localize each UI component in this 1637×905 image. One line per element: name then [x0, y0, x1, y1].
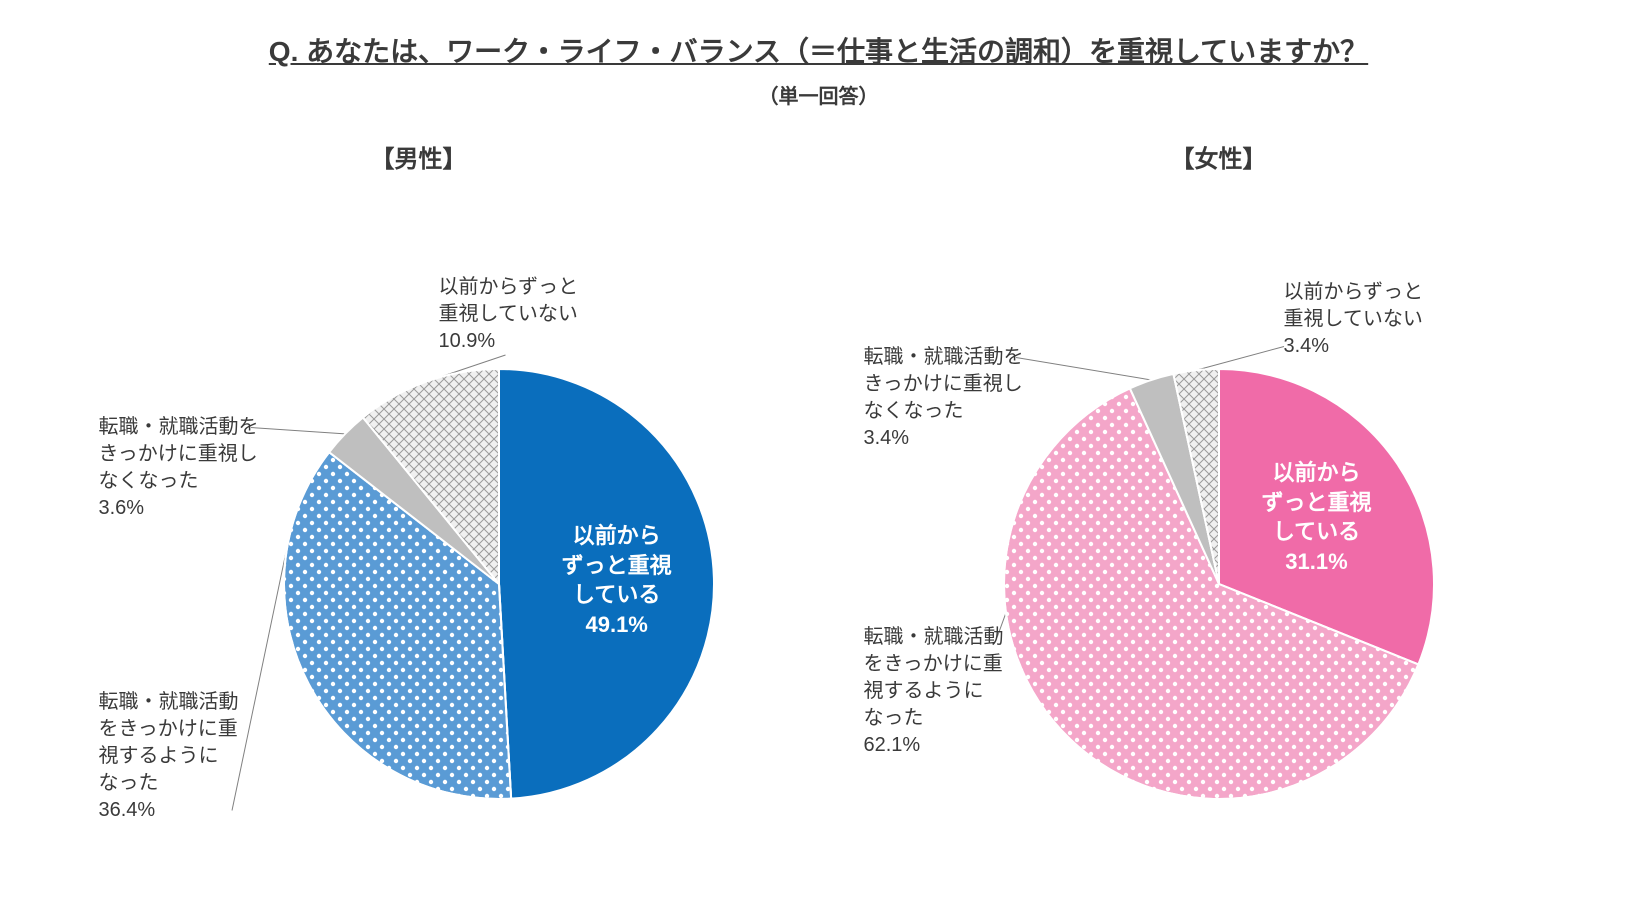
- leader-line: [251, 428, 345, 434]
- charts-row: 【男性】以前から ずっと重視 している 49.1%転職・就職活動 をきっかけに重…: [0, 139, 1637, 824]
- question-subtitle: （単一回答）: [0, 80, 1637, 109]
- chart-group-title: 【女性】: [1171, 139, 1267, 174]
- pie-chart: [899, 184, 1539, 824]
- leader-line: [1016, 358, 1151, 380]
- chart-group-title: 【男性】: [371, 139, 467, 174]
- pie-chart: [99, 184, 739, 824]
- pie-wrap: 以前から ずっと重視 している 31.1%転職・就職活動 をきっかけに重 視する…: [899, 184, 1539, 824]
- pie-wrap: 以前から ずっと重視 している 49.1%転職・就職活動 をきっかけに重 視する…: [99, 184, 739, 824]
- question-title: Q. あなたは、ワーク・ライフ・バランス（＝仕事と生活の調和）を重視していますか…: [0, 30, 1637, 70]
- chart-block: 【女性】以前から ずっと重視 している 31.1%転職・就職活動 をきっかけに重…: [899, 139, 1539, 824]
- chart-block: 【男性】以前から ずっと重視 している 49.1%転職・就職活動 をきっかけに重…: [99, 139, 739, 824]
- pie-slice: [499, 369, 714, 799]
- leader-line: [232, 541, 288, 811]
- page-root: Q. あなたは、ワーク・ライフ・バランス（＝仕事と生活の調和）を重視していますか…: [0, 0, 1637, 905]
- leader-line: [1196, 347, 1284, 371]
